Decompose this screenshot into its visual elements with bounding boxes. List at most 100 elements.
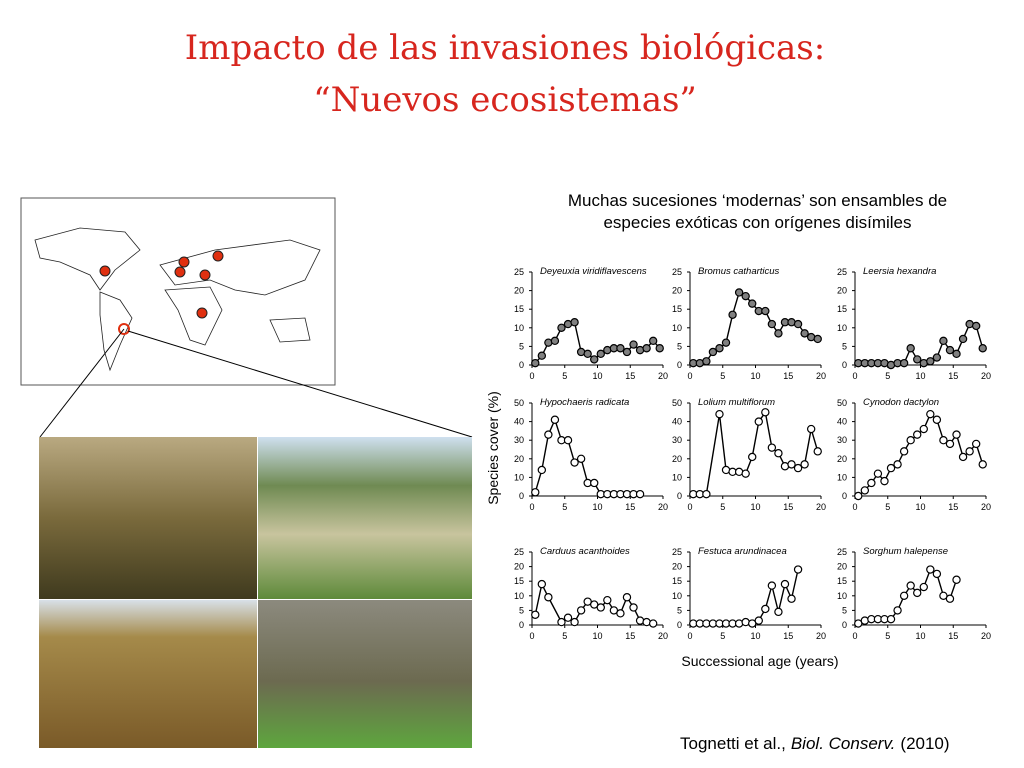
y-tick-label: 0: [677, 620, 682, 630]
point: [926, 357, 935, 366]
point: [761, 604, 770, 614]
x-tick-label: 0: [852, 502, 857, 512]
y-tick-label: 10: [672, 323, 682, 333]
point: [715, 344, 724, 353]
panel-title: Sorghum halepense: [863, 546, 948, 557]
x-tick-label: 20: [816, 631, 826, 641]
year: (2010): [900, 734, 950, 753]
point: [880, 476, 889, 486]
point: [576, 454, 586, 463]
x-tick-label: 5: [720, 502, 725, 512]
zoom-line: [127, 330, 473, 438]
point: [971, 439, 981, 449]
x-tick-label: 10: [915, 502, 925, 512]
point: [952, 575, 961, 584]
y-tick-label: 5: [677, 341, 682, 351]
point: [899, 447, 909, 456]
x-tick-label: 10: [750, 502, 760, 512]
x-tick-label: 0: [529, 631, 534, 641]
point: [913, 588, 922, 598]
point: [926, 565, 935, 574]
y-tick-label: 25: [672, 267, 682, 277]
x-tick-label: 20: [816, 502, 826, 512]
y-tick-label: 5: [842, 341, 847, 351]
point: [616, 344, 625, 353]
y-tick-label: 0: [519, 360, 524, 370]
authors: Tognetti et al.,: [680, 734, 786, 753]
point: [721, 338, 731, 347]
point: [913, 355, 922, 364]
point: [767, 581, 777, 590]
point: [622, 347, 632, 357]
x-tick-label: 5: [885, 631, 890, 641]
point: [635, 489, 645, 499]
point: [767, 319, 777, 329]
point: [544, 430, 553, 439]
y-tick-label: 10: [837, 323, 847, 333]
x-tick-label: 10: [915, 631, 925, 641]
x-tick-label: 20: [658, 631, 668, 641]
point: [734, 288, 744, 297]
panel-title: Deyeuxia viridiflavescens: [540, 266, 647, 277]
y-tick-label: 40: [514, 417, 524, 427]
point: [761, 306, 770, 316]
series-line: [693, 569, 799, 625]
y-tick-label: 30: [837, 435, 847, 445]
y-tick-label: 0: [842, 620, 847, 630]
point: [906, 436, 915, 445]
point: [557, 617, 566, 627]
y-tick-label: 40: [837, 417, 847, 427]
point: [886, 463, 896, 473]
point: [952, 349, 961, 359]
panel-title: Lolium multiflorum: [698, 397, 775, 408]
point: [648, 619, 658, 628]
x-tick-label: 0: [687, 371, 692, 381]
y-tick-label: 20: [837, 454, 847, 464]
point: [596, 349, 605, 359]
map-africa: [164, 286, 223, 346]
origin-dots: [99, 250, 224, 319]
point: [971, 321, 981, 331]
point: [550, 415, 560, 424]
point: [939, 336, 948, 346]
x-tick-label: 15: [948, 371, 958, 381]
point: [813, 447, 822, 456]
y-tick-label: 20: [514, 286, 524, 296]
x-tick-label: 20: [816, 371, 826, 381]
x-tick-label: 0: [529, 371, 534, 381]
y-tick-label: 10: [672, 591, 682, 601]
point: [563, 613, 573, 622]
journal: Biol. Conserv.: [790, 734, 896, 753]
point: [945, 439, 955, 449]
point: [570, 318, 579, 327]
point: [583, 349, 592, 359]
x-tick-label: 15: [948, 502, 958, 512]
title: “Nuevos ecosistemas”: [313, 80, 697, 120]
point: [978, 460, 987, 469]
point: [913, 430, 922, 439]
point: [787, 594, 796, 603]
y-tick-label: 20: [672, 286, 682, 296]
x-tick-label: 5: [720, 631, 725, 641]
point: [550, 336, 560, 346]
panel-title: Bromus catharticus: [698, 266, 780, 277]
x-tick-label: 15: [783, 371, 793, 381]
panel-title: Festuca arundinacea: [698, 546, 787, 557]
y-tick-label: 20: [514, 454, 524, 464]
point: [544, 593, 553, 602]
x-tick-label: 5: [562, 502, 567, 512]
point: [570, 617, 579, 627]
y-tick-label: 20: [837, 286, 847, 296]
x-tick-label: 15: [948, 631, 958, 641]
point: [906, 344, 915, 353]
x-tick-label: 15: [625, 371, 635, 381]
point: [899, 358, 909, 368]
y-tick-label: 20: [672, 562, 682, 572]
y-tick-label: 10: [514, 472, 524, 482]
x-tick-label: 10: [592, 371, 602, 381]
photo: [39, 437, 257, 599]
point: [919, 582, 928, 592]
panel-title: Carduus acanthoides: [540, 546, 630, 557]
x-tick-label: 20: [658, 371, 668, 381]
